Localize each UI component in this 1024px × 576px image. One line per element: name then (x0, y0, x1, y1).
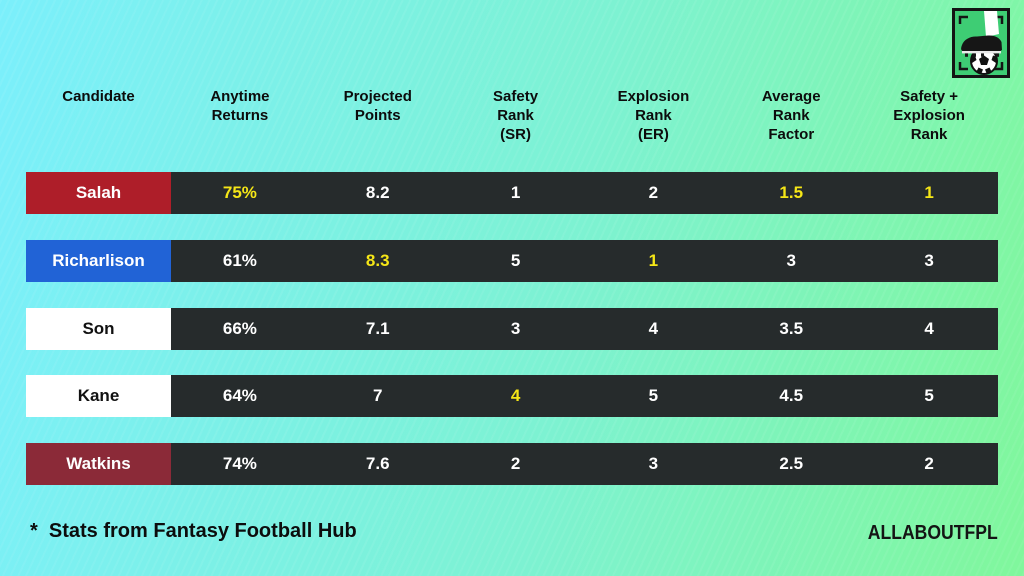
stat-cell: 1 (446, 172, 585, 214)
table-row: Richarlison 61% 8.3 5 1 3 3 (26, 239, 998, 282)
table-row: Watkins 74% 7.6 2 3 2.5 2 (26, 443, 998, 485)
column-header-safety-rank: Safety Rank (SR) (493, 88, 539, 143)
stat-cell: 61% (171, 239, 309, 282)
stat-cell: 75% (171, 172, 309, 214)
candidate-cell: Watkins (26, 443, 171, 485)
stat-cell: 8.3 (308, 239, 447, 282)
table-row: Salah 75% 8.2 1 2 1.5 1 (26, 172, 998, 214)
stat-cell: 5 (860, 375, 998, 418)
stat-cell: 2 (584, 172, 723, 214)
stat-cell: 74% (171, 443, 309, 485)
stat-cell: 8.2 (308, 172, 447, 214)
stat-cell: 2 (860, 443, 998, 485)
column-header-safety-explosion-rank: Safety + Explosion Rank (893, 88, 965, 143)
source-note: * Stats from Fantasy Football Hub (30, 520, 357, 542)
stat-cell: 64% (171, 375, 309, 418)
stat-cell: 1 (860, 172, 998, 214)
column-header-candidate: Candidate (62, 88, 135, 105)
stat-cell: 2.5 (722, 443, 861, 485)
candidate-cell: Salah (26, 172, 171, 214)
table-header-row: Candidate Anytime Returns Projected Poin… (26, 88, 998, 144)
stat-cell: 3 (584, 443, 723, 485)
stat-cell: 7.6 (308, 443, 447, 485)
column-header-anytime-returns: Anytime Returns (210, 88, 270, 124)
stat-cell: 7.1 (308, 307, 447, 350)
stats-table-body: Salah 75% 8.2 1 2 1.5 1 Richarlison 61% 8.3 5 1 3 3 So… (26, 172, 998, 485)
stat-cell: 66% (171, 307, 309, 350)
column-header-explosion-rank: Explosion Rank (ER) (617, 88, 690, 143)
stat-cell: 3 (860, 239, 998, 282)
candidate-cell: Richarlison (26, 239, 171, 282)
stat-cell: 1 (584, 239, 723, 282)
stat-cell: 4 (860, 307, 998, 350)
stat-cell: 4 (446, 375, 585, 418)
stat-cell: 3 (722, 239, 861, 282)
stat-cell: 5 (446, 239, 585, 282)
table-row: Son 66% 7.1 3 4 3.5 4 (26, 307, 998, 350)
column-header-average-rank-factor: Average Rank Factor (761, 88, 821, 143)
stat-cell: 4 (584, 307, 723, 350)
stat-cell: 7 (308, 375, 447, 418)
stat-cell: 2 (446, 443, 585, 485)
stat-cell: 3 (446, 307, 585, 350)
boot-ball-logo-icon (952, 8, 1010, 78)
stat-cell: 4.5 (722, 375, 861, 418)
table-row: Kane 64% 7 4 5 4.5 5 (26, 375, 998, 418)
column-header-projected-points: Projected Points (343, 88, 412, 124)
candidate-cell: Son (26, 307, 171, 350)
stat-cell: 3.5 (722, 307, 861, 350)
brand-wordmark: ALLABOUTFPL (867, 522, 998, 544)
stat-cell: 5 (584, 375, 723, 418)
candidate-cell: Kane (26, 375, 171, 418)
stat-cell: 1.5 (722, 172, 861, 214)
boot-ball-logo (952, 8, 1010, 78)
